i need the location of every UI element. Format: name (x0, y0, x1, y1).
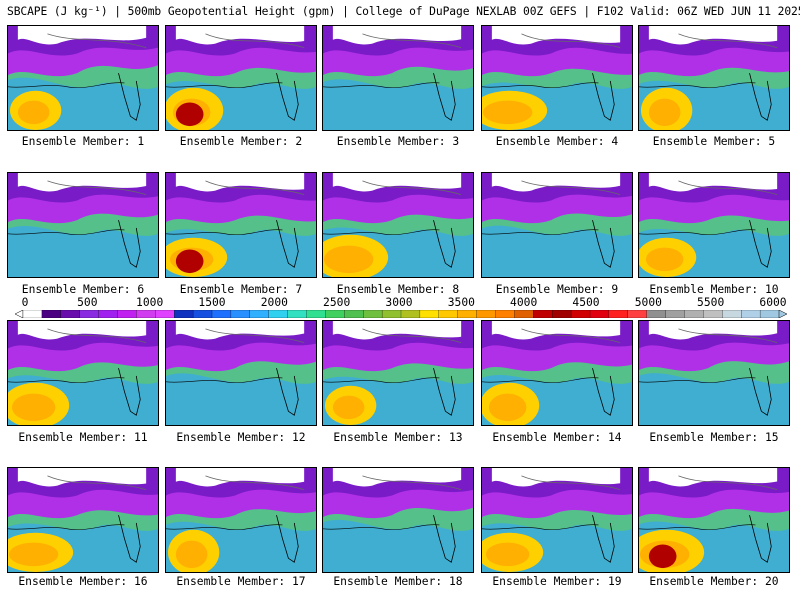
colorbar-swatch (249, 310, 270, 318)
colorbar-swatch (741, 310, 761, 318)
ensemble-map-panel-18 (322, 467, 474, 573)
colorbar-swatch (287, 310, 307, 318)
colorbar-tick-label: 4000 (510, 296, 538, 309)
colorbar-tick-label: 6000 (759, 296, 787, 309)
ensemble-member-label: Ensemble Member: 12 (176, 431, 306, 444)
ensemble-member-label: Ensemble Member: 8 (336, 283, 460, 296)
colorbar-tick-label: 5500 (697, 296, 725, 309)
colorbar-swatch (514, 310, 534, 318)
colorbar-swatch (495, 310, 515, 318)
ensemble-member-label: Ensemble Member: 11 (18, 431, 148, 444)
colorbar-swatch (722, 310, 742, 318)
colorbar-tick-label: 2500 (323, 296, 351, 309)
colorbar-swatch (60, 310, 81, 318)
ensemble-member-label: Ensemble Member: 16 (18, 575, 148, 588)
colorbar-swatch (703, 310, 723, 318)
colorbar-swatch (419, 310, 440, 318)
ensemble-member-label: Ensemble Member: 14 (492, 431, 622, 444)
colorbar-swatch (136, 310, 156, 318)
ensemble-member-label: Ensemble Member: 1 (21, 135, 145, 148)
colorbar-left-arrow (15, 310, 24, 318)
ensemble-map-panel-12 (165, 320, 317, 426)
ensemble-member-label: Ensemble Member: 15 (649, 431, 779, 444)
colorbar-swatch (570, 310, 591, 318)
colorbar-swatch (192, 310, 213, 318)
ensemble-map-panel-3 (322, 25, 474, 131)
colorbar (15, 310, 787, 318)
ensemble-member-label: Ensemble Member: 7 (179, 283, 303, 296)
colorbar-swatch (684, 310, 704, 318)
colorbar-swatch (174, 310, 194, 318)
ensemble-member-label: Ensemble Member: 13 (333, 431, 463, 444)
colorbar-swatch (41, 310, 62, 318)
colorbar-swatch (457, 310, 478, 318)
colorbar-tick-label: 3000 (385, 296, 413, 309)
ensemble-map-panel-11 (7, 320, 159, 426)
colorbar-swatch (759, 310, 780, 318)
ensemble-member-label: Ensemble Member: 9 (495, 283, 619, 296)
colorbar-swatch (117, 310, 137, 318)
ensemble-member-label: Ensemble Member: 18 (333, 575, 463, 588)
colorbar-swatch (306, 310, 326, 318)
ensemble-member-label: Ensemble Member: 17 (176, 575, 306, 588)
colorbar-swatch (665, 310, 685, 318)
ensemble-member-label: Ensemble Member: 19 (492, 575, 622, 588)
colorbar-swatch (646, 310, 667, 318)
colorbar-swatch (381, 310, 402, 318)
figure-title: SBCAPE (J kg⁻¹) | 500mb Geopotential Hei… (7, 5, 800, 18)
colorbar-tick-label: 500 (77, 296, 98, 309)
ensemble-map-panel-14 (481, 320, 633, 426)
colorbar-swatch (79, 310, 100, 318)
ensemble-map-panel-16 (7, 467, 159, 573)
ensemble-map-panel-19 (481, 467, 633, 573)
colorbar-swatch (476, 310, 496, 318)
ensemble-map-panel-20 (638, 467, 790, 573)
colorbar-swatch (268, 310, 289, 318)
ensemble-member-label: Ensemble Member: 2 (179, 135, 303, 148)
ensemble-map-panel-8 (322, 172, 474, 278)
colorbar-tick-label: 0 (21, 296, 29, 309)
ensemble-map-panel-17 (165, 467, 317, 573)
ensemble-map-panel-2 (165, 25, 317, 131)
ensemble-map-panel-6 (7, 172, 159, 278)
colorbar-swatch (552, 310, 572, 318)
colorbar-swatch (608, 310, 629, 318)
colorbar-swatch (589, 310, 610, 318)
colorbar-swatch (438, 310, 459, 318)
ensemble-member-label: Ensemble Member: 10 (649, 283, 779, 296)
colorbar-tick-label: 2000 (260, 296, 288, 309)
colorbar-swatch (344, 310, 364, 318)
ensemble-map-panel-9 (481, 172, 633, 278)
colorbar-swatch (533, 310, 553, 318)
ensemble-map-panel-13 (322, 320, 474, 426)
colorbar-tick-label: 1500 (198, 296, 226, 309)
colorbar-tick-label: 5000 (634, 296, 662, 309)
colorbar-tick-label: 4500 (572, 296, 600, 309)
colorbar-swatch (363, 310, 383, 318)
colorbar-swatch (400, 310, 421, 318)
ensemble-map-panel-15 (638, 320, 790, 426)
colorbar-swatch (98, 310, 118, 318)
colorbar-swatch (211, 310, 232, 318)
ensemble-map-panel-10 (638, 172, 790, 278)
colorbar-right-arrow (778, 310, 787, 318)
colorbar-tick-label: 3500 (447, 296, 475, 309)
colorbar-swatch (155, 310, 175, 318)
ensemble-member-label: Ensemble Member: 20 (649, 575, 779, 588)
ensemble-member-label: Ensemble Member: 3 (336, 135, 460, 148)
ensemble-map-panel-7 (165, 172, 317, 278)
colorbar-swatch (627, 310, 648, 318)
ensemble-map-panel-1 (7, 25, 159, 131)
colorbar-tick-label: 1000 (136, 296, 164, 309)
ensemble-map-panel-5 (638, 25, 790, 131)
ensemble-member-label: Ensemble Member: 6 (21, 283, 145, 296)
colorbar-swatch (325, 310, 345, 318)
ensemble-member-label: Ensemble Member: 4 (495, 135, 619, 148)
ensemble-member-label: Ensemble Member: 5 (652, 135, 776, 148)
colorbar-swatch (22, 310, 43, 318)
ensemble-map-panel-4 (481, 25, 633, 131)
colorbar-swatch (230, 310, 251, 318)
